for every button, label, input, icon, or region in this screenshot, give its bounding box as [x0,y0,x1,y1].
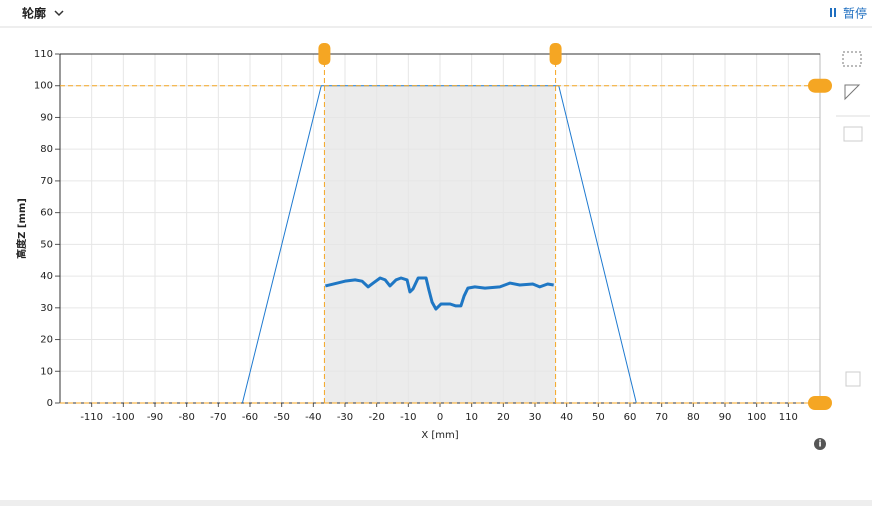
roi-handle[interactable] [808,396,832,410]
y-tick-label: 20 [40,335,53,346]
bottom-strip [0,500,872,506]
x-tick-label: 110 [779,412,798,423]
x-tick-label: 50 [592,412,605,423]
plot: -110 -100 -90 -80 -70 -60 -50 -40 -30 -20 -10 0 10 20… [15,43,832,441]
y-tick-label: 10 [40,366,53,377]
menu-chevron[interactable] [54,10,64,17]
pause-icon[interactable] [834,8,836,17]
y-tick-label: 100 [34,81,53,92]
y-tick-label: 80 [40,144,53,155]
pause-icon[interactable] [830,8,832,17]
top-bar [0,0,872,27]
y-axis-label: 高度Z [mm] [15,198,28,259]
roi-handle[interactable] [808,78,832,93]
x-tick-label: 10 [465,412,478,423]
x-tick-label: -30 [337,412,353,423]
x-tick-label: -60 [242,412,258,423]
roi-handle[interactable] [549,43,562,65]
y-tick-label: 110 [34,49,53,60]
x-axis-label: X [mm] [421,430,458,441]
y-tick-label: 60 [40,208,53,219]
x-tick-label: -110 [80,412,103,423]
y-tick-label: 50 [40,239,53,250]
x-tick-label: 100 [747,412,766,423]
x-tick-label: -20 [368,412,384,423]
y-tick-label: 30 [40,303,53,314]
y-tick-label: 0 [47,398,53,409]
y-tick-label: 40 [40,271,53,282]
x-tick-label: -90 [147,412,163,423]
x-tick-label: 20 [497,412,510,423]
x-tick-label: -70 [210,412,226,423]
select-tool[interactable] [842,51,862,67]
draw-tool[interactable] [844,84,861,101]
y-tick-label: 90 [40,112,53,123]
profile-line [325,276,554,311]
x-tick-label: -80 [178,412,194,423]
fit-tool[interactable] [843,126,863,142]
x-tick-label: 70 [655,412,668,423]
x-tick-label: 0 [437,412,443,423]
x-tick-label: 40 [560,412,573,423]
x-tick-label: 90 [719,412,732,423]
x-tick-label: -100 [112,412,135,423]
x-tick-label: 30 [529,412,542,423]
roi-handle[interactable] [318,43,331,65]
x-tick-label: 80 [687,412,700,423]
x-tick-label: 60 [624,412,637,423]
x-tick-label: -10 [400,412,416,423]
save-tool[interactable] [845,371,861,387]
info-icon-glyph[interactable]: i [818,440,821,450]
x-tick-label: -40 [305,412,321,423]
menu-label[interactable]: 轮廓 [22,6,46,21]
pause-label[interactable]: 暂停 [843,6,867,21]
x-tick-label: -50 [273,412,289,423]
info-icon[interactable] [814,438,826,450]
y-tick-label: 70 [40,176,53,187]
